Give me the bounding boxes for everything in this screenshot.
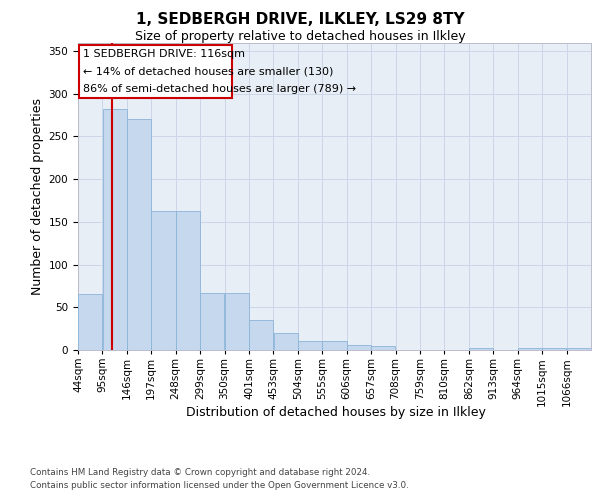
Bar — [566, 348, 591, 350]
Bar — [151, 211, 176, 350]
Text: ← 14% of detached houses are smaller (130): ← 14% of detached houses are smaller (13… — [83, 66, 333, 76]
FancyBboxPatch shape — [79, 45, 232, 98]
Bar — [518, 348, 542, 350]
Text: Size of property relative to detached houses in Ilkley: Size of property relative to detached ho… — [134, 30, 466, 43]
Bar — [200, 293, 224, 350]
Bar — [176, 211, 200, 350]
Bar — [322, 342, 347, 350]
Text: Distribution of detached houses by size in Ilkley: Distribution of detached houses by size … — [186, 406, 486, 419]
Bar — [298, 342, 322, 350]
Bar — [347, 345, 371, 350]
Bar — [103, 109, 127, 350]
Text: 1, SEDBERGH DRIVE, ILKLEY, LS29 8TY: 1, SEDBERGH DRIVE, ILKLEY, LS29 8TY — [136, 12, 464, 28]
Bar — [127, 120, 151, 350]
Bar — [224, 293, 249, 350]
Bar — [469, 348, 493, 350]
Text: Contains public sector information licensed under the Open Government Licence v3: Contains public sector information licen… — [30, 482, 409, 490]
Bar — [78, 294, 103, 350]
Bar — [274, 333, 298, 350]
Text: 1 SEDBERGH DRIVE: 116sqm: 1 SEDBERGH DRIVE: 116sqm — [83, 49, 245, 59]
Bar — [249, 320, 274, 350]
Bar — [542, 348, 566, 350]
Bar — [371, 346, 395, 350]
Y-axis label: Number of detached properties: Number of detached properties — [31, 98, 44, 294]
Text: Contains HM Land Registry data © Crown copyright and database right 2024.: Contains HM Land Registry data © Crown c… — [30, 468, 370, 477]
Text: 86% of semi-detached houses are larger (789) →: 86% of semi-detached houses are larger (… — [83, 84, 356, 94]
